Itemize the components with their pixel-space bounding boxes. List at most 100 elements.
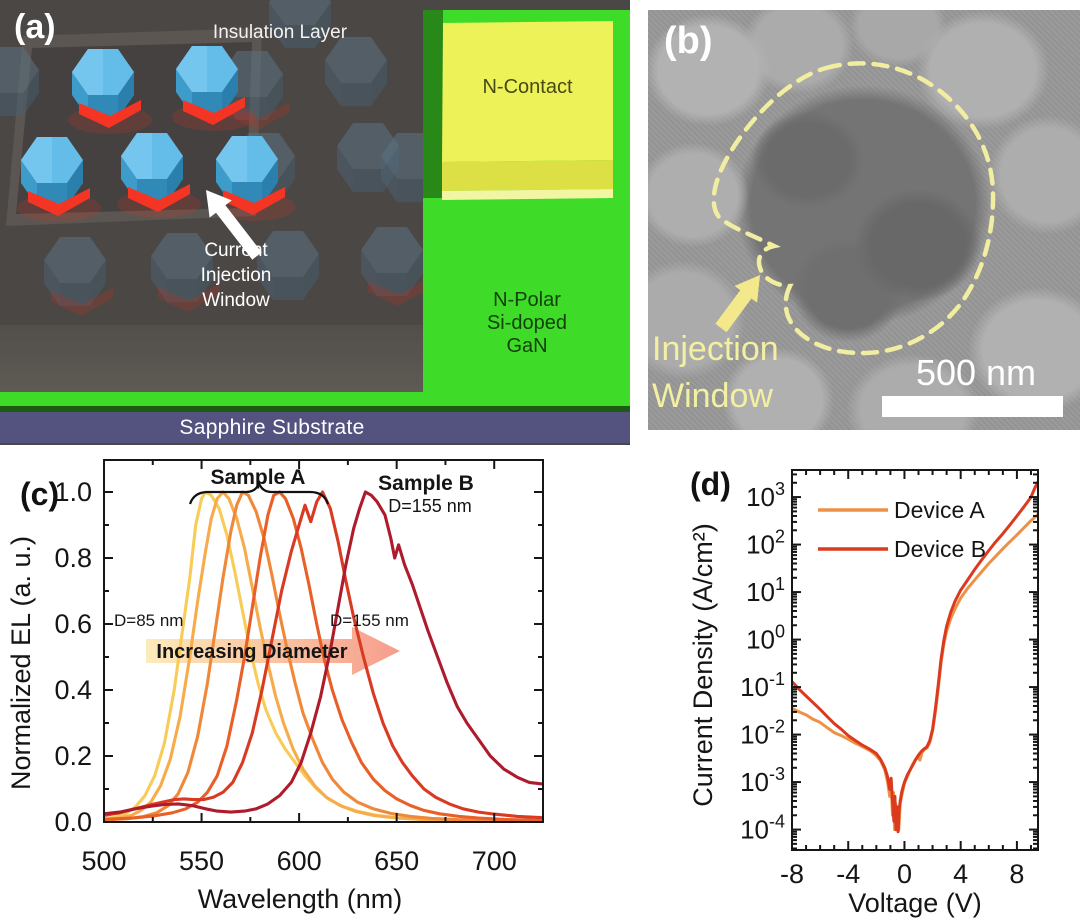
faded-current-marker	[228, 102, 290, 130]
ciw-line-1: Current	[204, 240, 268, 261]
faded-current-marker	[158, 284, 220, 312]
buried-nanowire-pillar	[361, 227, 423, 296]
panel-c-label: (c)	[20, 476, 60, 512]
faded-current-marker	[368, 281, 423, 306]
y-tick-exponent: 0	[775, 622, 785, 642]
y-tick-label: 0.8	[54, 543, 92, 573]
x-tick-label: 550	[179, 846, 224, 876]
pillar-top-highlight	[216, 136, 247, 182]
el-curve-3	[104, 490, 543, 822]
y-tick-label: 10-2	[740, 717, 785, 750]
pillar-top-highlight	[121, 133, 152, 179]
pillar-top-highlight	[72, 49, 103, 95]
pillar-side-left	[44, 260, 60, 306]
panel-b-overlay	[711, 61, 996, 356]
x-tick-label: 700	[472, 846, 517, 876]
pillar-top-face	[381, 133, 423, 179]
panel-a-label: (a)	[14, 8, 56, 46]
ciw-line-2: Injection	[200, 265, 272, 286]
pillar-side-right	[267, 74, 283, 120]
pillar-side-left	[257, 254, 273, 300]
pillar-side-right	[167, 156, 183, 202]
pillar-side-mid	[273, 277, 303, 300]
pillar-top-highlight	[21, 137, 52, 183]
current-marker-red	[128, 184, 190, 212]
pillar-side-mid	[167, 279, 197, 302]
legend-label-1: Device A	[894, 497, 985, 523]
n-polar-gan-label: N-Polar Si-doped GaN	[443, 289, 611, 358]
sapphire-substrate-bar: Sapphire Substrate	[0, 412, 630, 443]
panel-d-label: (d)	[690, 466, 731, 502]
x-tick-label: 8	[1009, 859, 1024, 889]
y-tick-exponent: -2	[769, 717, 785, 737]
panel-a-illustration	[0, 0, 613, 316]
panel-c-el-spectra-chart: 500 550 600 650 700 0.0 0.2 0.4 0.6 0.8 1.0 Wavelen…	[6, 459, 544, 914]
ciw-line-3: Window	[202, 290, 270, 311]
pillar-side-left	[269, 2, 285, 48]
pillar-side-mid	[377, 273, 407, 296]
pillar-side-right	[222, 69, 238, 115]
pillar-side-left	[337, 146, 353, 192]
y-tick-label: 0.2	[54, 741, 92, 771]
gan-substrate-interface	[0, 406, 630, 412]
gan-strip	[0, 392, 630, 406]
series-group	[792, 480, 1038, 834]
x-axis-title: Wavelength (nm)	[198, 884, 403, 914]
pillar-side-mid	[285, 25, 315, 48]
insulation-layer-label: Insulation Layer	[212, 22, 348, 43]
panel-b-label: (b)	[664, 20, 713, 62]
y-tick-exponent: 2	[775, 527, 785, 547]
y-tick-label: 0.0	[54, 807, 92, 837]
jv-curve-device-b	[792, 480, 1038, 834]
x-axis-title: Voltage (V)	[848, 888, 982, 918]
current-injection-window-label: Current Injection Window	[175, 238, 297, 313]
y-tick-label: 10-4	[740, 812, 785, 845]
scale-bar-label: 500 nm	[915, 352, 1037, 393]
pillar-top-highlight	[176, 46, 207, 92]
pillar-side-right	[23, 70, 39, 116]
pillar-top-face	[0, 47, 39, 93]
pillar-side-mid	[60, 283, 90, 306]
buried-nanowire-pillar	[325, 37, 387, 106]
window-pointer-arrow	[206, 190, 262, 260]
buried-nanowire-pillar	[44, 237, 106, 306]
faded-current-marker	[51, 288, 113, 316]
current-marker-red	[28, 188, 90, 216]
y-tick-exponent: 1	[775, 574, 785, 594]
gan-line-1: N-Polar	[493, 289, 561, 311]
gan-line-2: Si-doped	[486, 312, 568, 334]
pillar-top-face	[44, 237, 106, 283]
el-curve-6	[104, 490, 543, 816]
pillar-top-face	[361, 227, 423, 273]
n-contact-label: N-Contact	[482, 76, 573, 98]
buried-nanowire-pillar	[269, 0, 331, 48]
el-curve-5	[104, 490, 543, 820]
y-tick-label: 102	[746, 527, 785, 560]
contact-shadow	[423, 10, 443, 198]
pillar-side-mid	[341, 83, 371, 106]
sample-b-label: Sample B	[378, 472, 474, 495]
pillar-side-right	[371, 60, 387, 106]
y-tick-exponent: -3	[769, 764, 785, 784]
y-tick-label: 10-3	[740, 764, 785, 797]
n-contact-front-face	[442, 160, 613, 191]
increasing-diameter-label: Increasing Diameter	[156, 641, 347, 663]
panel-a-schematic: Sapphire Substrate (a) Insulation Layer …	[0, 0, 630, 445]
y-axis-title: Current Density (A/cm²)	[688, 523, 718, 807]
pillar-side-right	[67, 160, 83, 206]
x-tick-label: -4	[836, 859, 860, 889]
injection-window-arrow	[715, 275, 760, 333]
buried-nanowire-pillar	[151, 233, 213, 302]
pillar-side-left	[361, 250, 377, 296]
n-contact-bottom-edge	[442, 189, 613, 200]
y-tick-exponent: 3	[775, 479, 785, 499]
sapphire-substrate-label: Sapphire Substrate	[179, 415, 365, 439]
d85-label: D=85 nm	[114, 611, 183, 630]
pillar-side-right	[407, 250, 423, 296]
buried-nanowire-pillar	[381, 133, 423, 202]
pillar-side-mid	[397, 179, 423, 202]
pillar-side-right	[262, 159, 278, 205]
pillar-top-face	[325, 37, 387, 83]
x-tick-label: 650	[374, 846, 419, 876]
